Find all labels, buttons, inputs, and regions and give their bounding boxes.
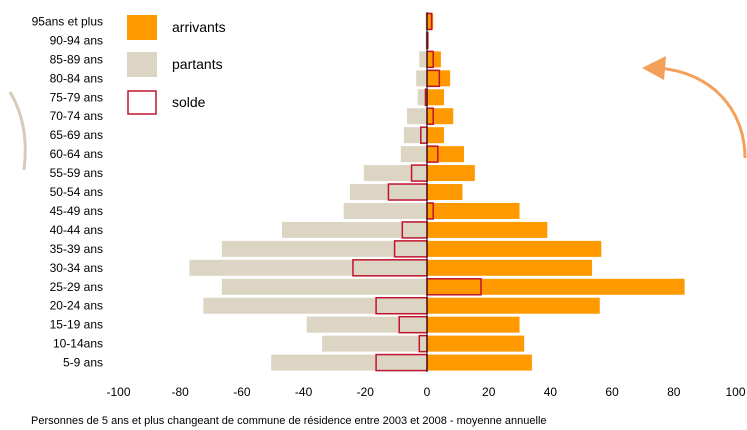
bar-partants (403, 127, 427, 144)
age-group-label: 65-69 ans (50, 128, 103, 142)
bar-partants (271, 354, 427, 371)
age-group-label: 75-79 ans (50, 90, 103, 104)
bar-arrivants (427, 70, 451, 87)
age-group-label: 30-34 ans (50, 261, 103, 275)
bar-partants (221, 278, 427, 295)
legend-swatch-solde (127, 90, 157, 115)
bar-arrivants (427, 13, 434, 30)
bar-partants (417, 89, 427, 106)
right-curved-arrow-icon (657, 66, 747, 159)
age-group-label: 80-84 ans (50, 71, 103, 85)
bar-arrivants (427, 297, 600, 314)
age-group-label: 15-19 ans (50, 318, 103, 332)
age-group-label: 45-49 ans (50, 204, 103, 218)
x-axis: -100 -80 -60 -40 -20 0 20 40 60 80 100 (106, 385, 745, 399)
bar-partants (322, 335, 427, 352)
bar-partants (400, 146, 427, 163)
x-tick-label: -20 (357, 385, 375, 399)
bar-arrivants (427, 127, 444, 144)
bar-partants (203, 297, 427, 314)
x-tick-label: -60 (233, 385, 251, 399)
bar-arrivants (427, 51, 441, 68)
right-curved-arrow-head-icon (642, 56, 666, 80)
age-group-label: 25-29 ans (50, 280, 103, 294)
age-group-label: 40-44 ans (50, 223, 103, 237)
age-group-label: 60-64 ans (50, 147, 103, 161)
left-curved-arrow-icon (8, 91, 27, 171)
legend-swatch-arrivants (127, 15, 157, 40)
bar-arrivants (427, 221, 548, 238)
age-group-label: 70-74 ans (50, 109, 103, 123)
bar-partants (363, 165, 427, 182)
bar-arrivants (427, 108, 454, 125)
bar-arrivants (427, 146, 465, 163)
x-tick-label: 100 (725, 385, 745, 399)
x-tick-label: -100 (106, 385, 130, 399)
bar-partants (343, 202, 427, 219)
bar-arrivants (427, 240, 602, 257)
legend-label-partants: partants (172, 56, 223, 72)
bar-partants (189, 259, 427, 276)
age-group-label: 20-24 ans (50, 299, 103, 313)
legend-label-arrivants: arrivants (172, 19, 226, 35)
x-tick-label: -40 (295, 385, 313, 399)
bar-partants (419, 51, 427, 68)
age-group-label: 5-9 ans (63, 356, 103, 370)
legend-label-solde: solde (172, 94, 206, 110)
x-tick-label: 20 (482, 385, 496, 399)
bar-arrivants (427, 89, 444, 106)
bar-arrivants (427, 335, 525, 352)
age-group-label: 50-54 ans (50, 185, 103, 199)
age-labels-layer: 95ans et plus 90-94 ans 85-89 ans 80-84 ans… (32, 14, 103, 369)
age-group-label: 35-39 ans (50, 242, 103, 256)
bar-arrivants (427, 165, 475, 182)
age-group-label: 55-59 ans (50, 166, 103, 180)
x-tick-label: 40 (544, 385, 558, 399)
x-axis-caption: Personnes de 5 ans et plus changeant de … (31, 415, 547, 427)
bars-layer (189, 12, 685, 373)
age-group-label: 85-89 ans (50, 52, 103, 66)
x-tick-label: 60 (605, 385, 619, 399)
bar-arrivants (427, 202, 520, 219)
bar-partants (306, 316, 427, 333)
legend: arrivants partants solde (127, 15, 226, 115)
bar-partants (406, 108, 427, 125)
age-group-label: 90-94 ans (50, 33, 103, 47)
x-tick-label: 80 (667, 385, 681, 399)
bar-partants (282, 221, 427, 238)
bar-partants (221, 240, 427, 257)
age-group-label: 95ans et plus (32, 14, 103, 28)
bar-partants (425, 32, 427, 49)
bar-arrivants (427, 184, 463, 201)
bar-arrivants (427, 278, 685, 295)
age-group-label: 10-14ans (53, 337, 103, 351)
x-tick-label: -80 (172, 385, 190, 399)
legend-swatch-partants (127, 52, 157, 77)
bar-partants (416, 70, 427, 87)
bar-arrivants (427, 354, 532, 371)
bar-arrivants (427, 316, 520, 333)
bar-partants (425, 13, 427, 30)
x-tick-label: 0 (424, 385, 431, 399)
bar-arrivants (427, 259, 593, 276)
